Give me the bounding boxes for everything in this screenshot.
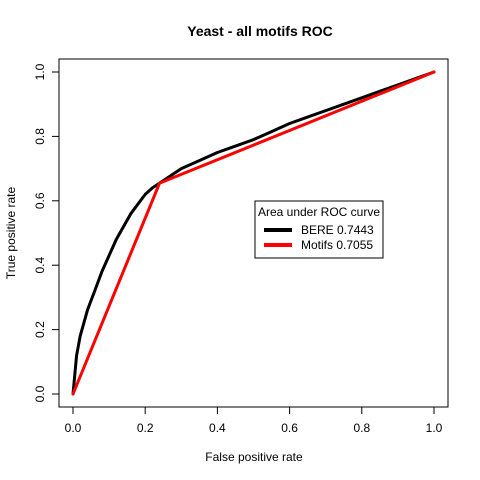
x-tick-label: 0.0 [65, 421, 82, 435]
y-tick-label: 0.4 [33, 257, 47, 274]
x-tick-label: 1.0 [426, 421, 443, 435]
x-axis-label: False positive rate [205, 450, 303, 464]
y-tick-label: 0.0 [33, 385, 47, 402]
legend-label-motifs: Motifs 0.7055 [301, 238, 373, 252]
y-axis-label: True positive rate [4, 187, 18, 280]
legend-title: Area under ROC curve [258, 205, 380, 219]
x-tick-label: 0.8 [353, 421, 370, 435]
x-tick-label: 0.6 [281, 421, 298, 435]
legend-label-bere: BERE 0.7443 [301, 223, 374, 237]
x-tick-label: 0.4 [209, 421, 226, 435]
y-tick-label: 0.6 [33, 192, 47, 209]
y-tick-label: 0.2 [33, 321, 47, 338]
series-layer [71, 70, 436, 396]
series-line-motifs [71, 70, 436, 396]
chart-title: Yeast - all motifs ROC [187, 23, 332, 39]
plot-frame [58, 58, 449, 408]
legend: Area under ROC curve BERE 0.7443 Motifs … [254, 200, 384, 259]
y-tick-label: 0.8 [33, 128, 47, 145]
x-tick-label: 0.2 [137, 421, 154, 435]
y-tick-label: 1.0 [33, 63, 47, 80]
y-axis: 0.0 0.2 0.4 0.6 0.8 1.0 [33, 63, 59, 402]
x-axis: 0.0 0.2 0.4 0.6 0.8 1.0 [65, 407, 443, 435]
